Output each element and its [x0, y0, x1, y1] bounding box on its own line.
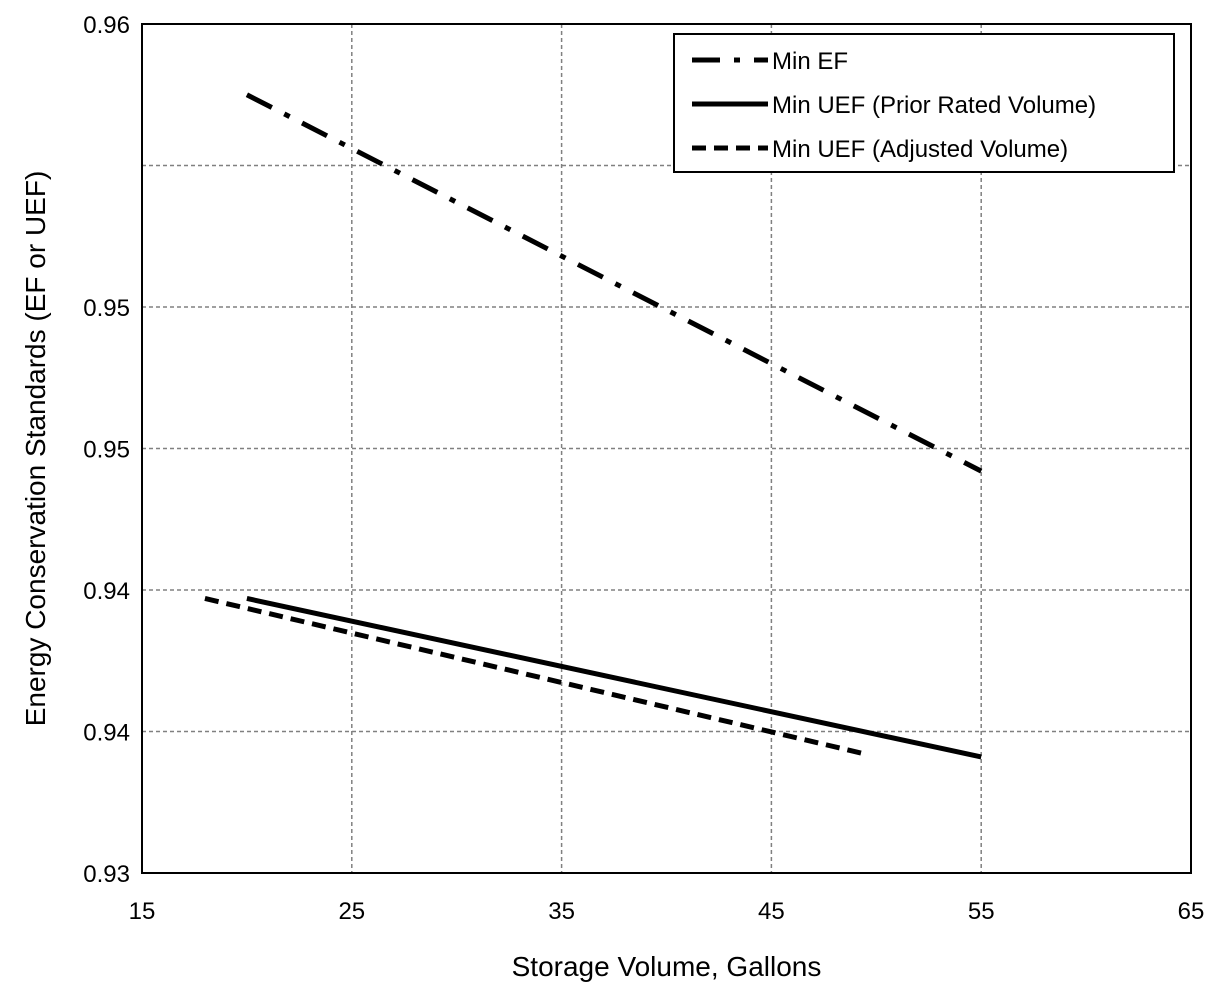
- legend-label: Min UEF (Prior Rated Volume): [772, 92, 1096, 119]
- y-tick-label: 0.94: [83, 720, 130, 747]
- y-tick-label: 0.93: [83, 861, 130, 888]
- y-tick-label: 0.95: [83, 295, 130, 322]
- y-axis-tick-labels: 0.93 0.94 0.94 0.95 0.95 0.96: [83, 12, 130, 888]
- x-axis-title: Storage Volume, Gallons: [512, 951, 822, 982]
- x-tick-label: 15: [129, 898, 156, 925]
- x-tick-label: 25: [338, 898, 365, 925]
- y-tick-label: 0.94: [83, 578, 130, 605]
- y-tick-label: 0.95: [83, 437, 130, 464]
- y-axis-title: Energy Conservation Standards (EF or UEF…: [20, 171, 51, 727]
- plot-area-frame: [141, 23, 1192, 874]
- legend: Min EF Min UEF (Prior Rated Volume) Min UE…: [673, 33, 1175, 173]
- legend-label: Min UEF (Adjusted Volume): [772, 136, 1068, 163]
- x-tick-label: 45: [758, 898, 785, 925]
- series-layer: [204, 92, 983, 760]
- x-tick-label: 55: [968, 898, 995, 925]
- series-line: [204, 596, 867, 757]
- y-tick-label: 0.96: [83, 12, 130, 39]
- x-tick-label: 65: [1178, 898, 1205, 925]
- x-tick-label: 35: [548, 898, 575, 925]
- legend-label: Min EF: [772, 48, 848, 75]
- x-axis-tick-labels: 15 25 35 45 55 65: [129, 898, 1205, 925]
- series-line: [246, 596, 982, 760]
- series-line: [245, 92, 983, 474]
